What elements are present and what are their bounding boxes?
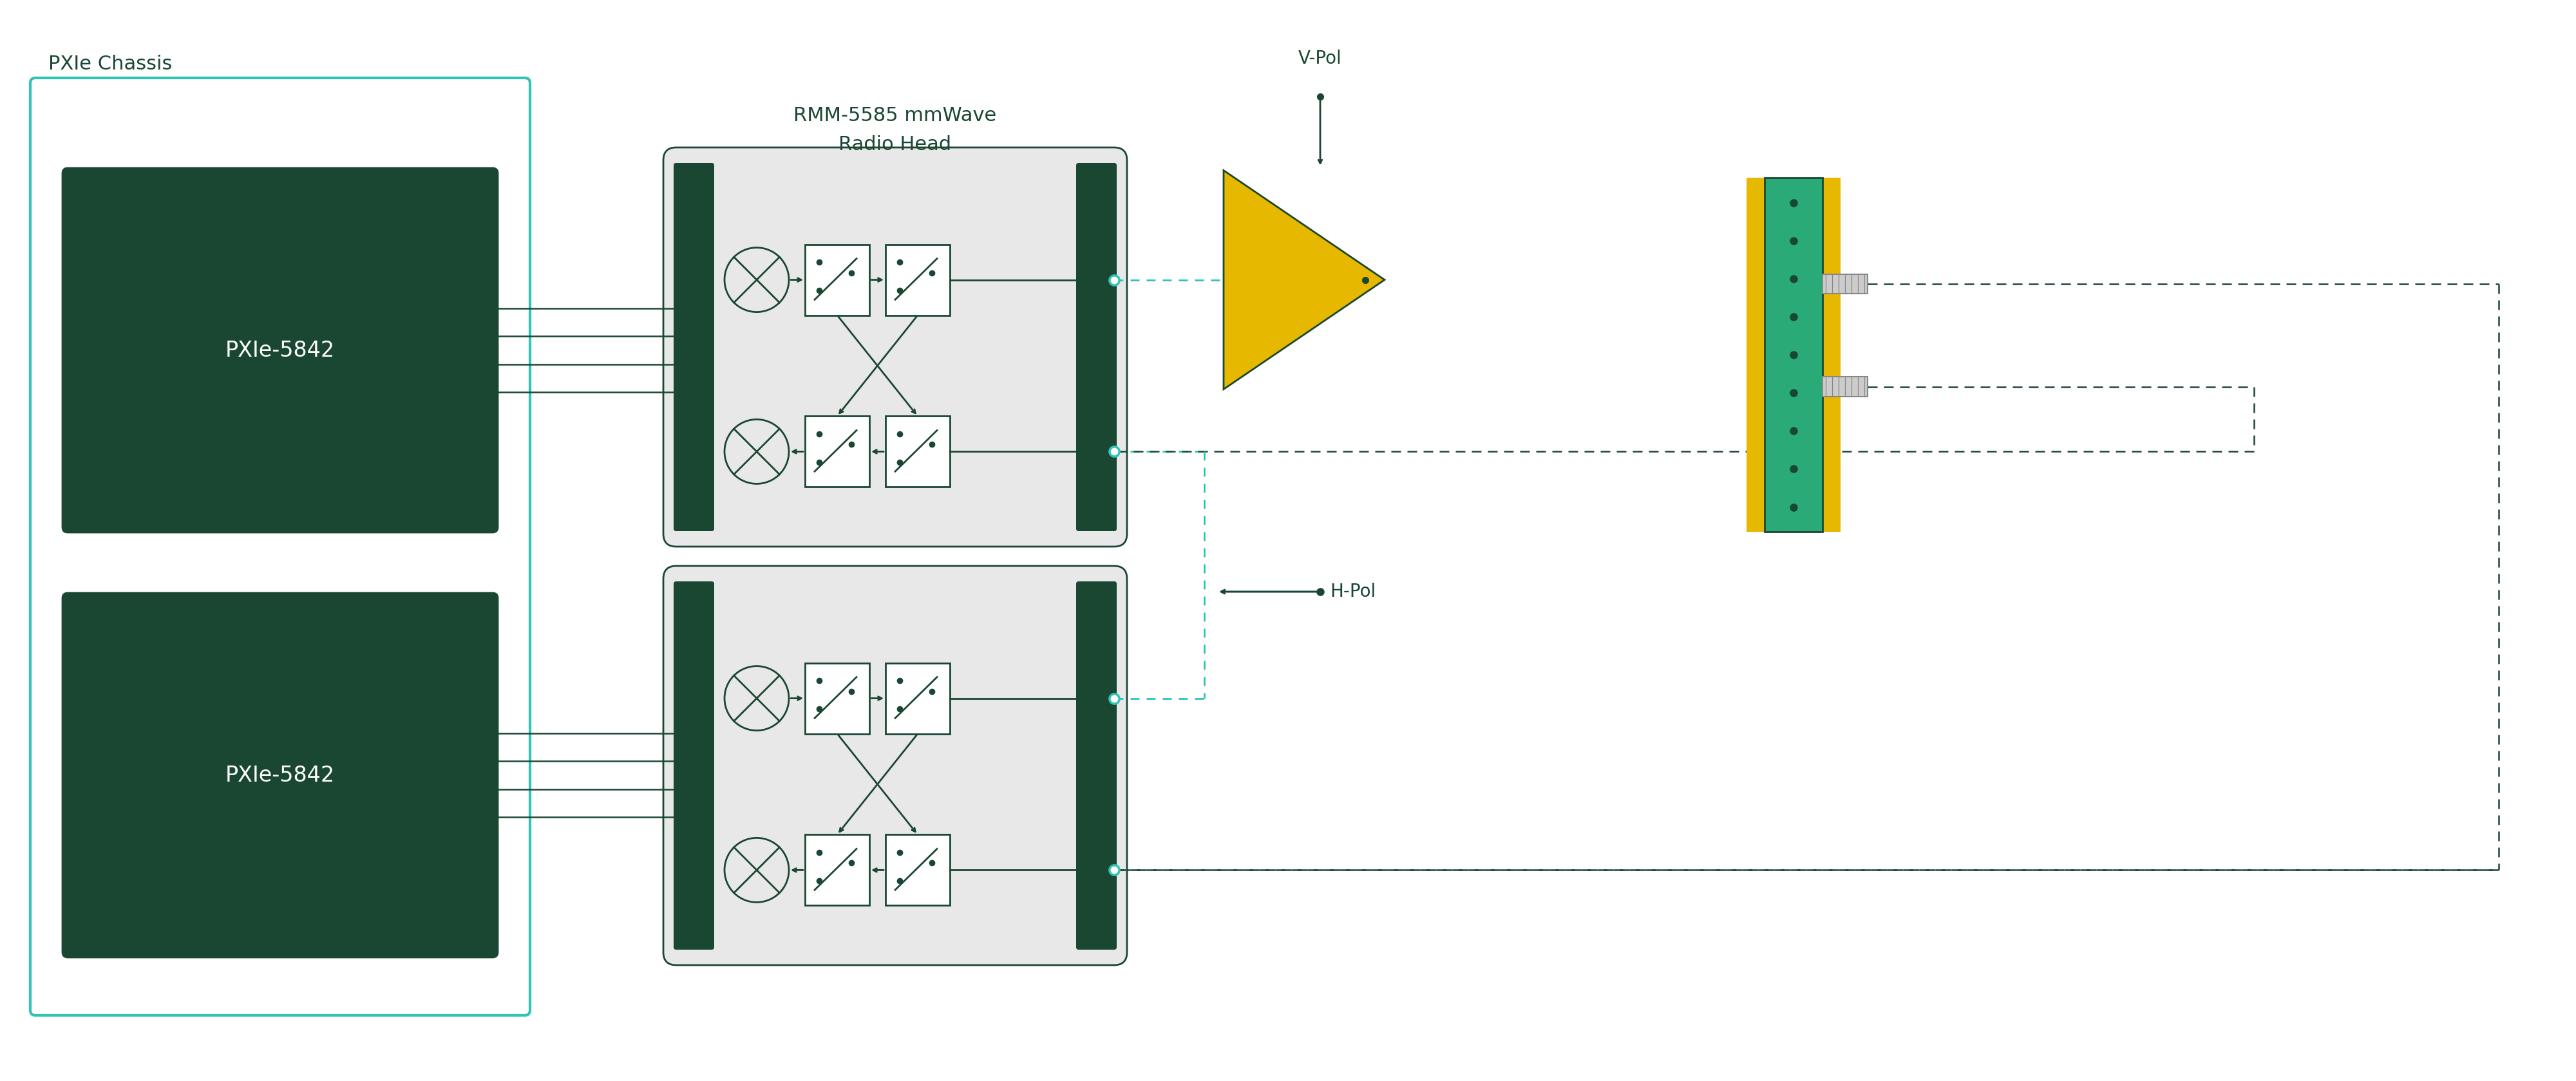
FancyBboxPatch shape (31, 78, 531, 1015)
Text: PXIe Chassis: PXIe Chassis (49, 55, 173, 74)
Bar (1821, 177, 1839, 532)
FancyBboxPatch shape (1077, 582, 1118, 949)
FancyBboxPatch shape (62, 168, 497, 533)
Text: H-Pol: H-Pol (1329, 583, 1376, 601)
FancyBboxPatch shape (665, 566, 1128, 965)
Bar (886, 663, 951, 734)
Bar (886, 835, 951, 906)
FancyBboxPatch shape (675, 582, 714, 949)
Text: Radio Head: Radio Head (840, 135, 951, 154)
FancyBboxPatch shape (1077, 163, 1118, 531)
Text: PXIe-5842: PXIe-5842 (224, 339, 335, 361)
FancyBboxPatch shape (665, 147, 1128, 547)
Bar (804, 663, 871, 734)
Bar (1821, 377, 1868, 397)
Bar (886, 416, 951, 488)
Text: RMM-5585 mmWave: RMM-5585 mmWave (793, 106, 997, 125)
Bar (804, 244, 871, 316)
Bar (1747, 177, 1765, 532)
Bar (1765, 177, 1824, 532)
Bar (804, 416, 871, 488)
Text: PXIe-5842: PXIe-5842 (224, 764, 335, 786)
FancyBboxPatch shape (675, 163, 714, 531)
Polygon shape (1224, 171, 1386, 389)
Bar (1821, 275, 1868, 294)
Bar (886, 244, 951, 316)
Bar (804, 835, 871, 906)
FancyBboxPatch shape (62, 593, 497, 958)
Text: V-Pol: V-Pol (1298, 50, 1342, 67)
